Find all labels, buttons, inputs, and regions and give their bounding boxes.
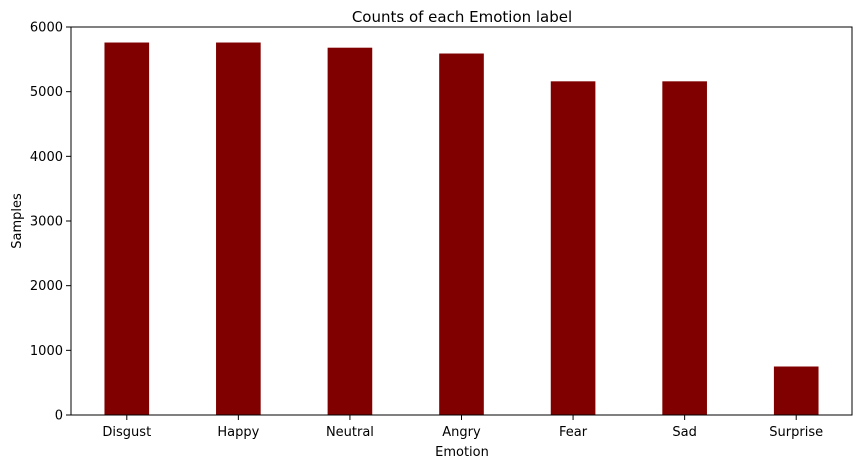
y-tick-label: 2000 (30, 279, 63, 294)
bar-series (104, 42, 819, 416)
y-tick-label: 0 (55, 409, 63, 424)
y-axis-ticks: 0 1000 2000 3000 4000 5000 6000 (30, 21, 71, 424)
y-tick-label: 4000 (30, 150, 63, 165)
y-tick-label: 1000 (30, 344, 63, 359)
x-tick-label: Sad (672, 425, 696, 440)
x-tick-label: Surprise (769, 425, 823, 440)
y-axis-label: Samples (10, 193, 25, 249)
x-tick-label: Fear (559, 425, 588, 440)
bar-sad (662, 81, 707, 415)
bar-happy (216, 42, 261, 416)
bar-neutral (327, 47, 373, 415)
x-tick-label: Disgust (102, 425, 151, 440)
x-tick-label: Angry (442, 425, 481, 440)
x-axis-label: Emotion (435, 445, 489, 460)
x-axis-ticks: Disgust Happy Neutral Angry Fear Sad Surprise (102, 415, 823, 440)
y-tick-label: 6000 (30, 21, 63, 36)
y-tick-label: 3000 (30, 215, 63, 230)
x-tick-label: Neutral (326, 425, 374, 440)
chart-title: Counts of each Emotion label (352, 8, 572, 26)
bar-surprise (773, 366, 819, 415)
bar-angry (439, 53, 484, 415)
x-tick-label: Happy (217, 425, 259, 440)
y-tick-label: 5000 (30, 85, 63, 100)
plot-frame (70, 26, 853, 416)
bar-disgust (104, 42, 150, 416)
bar-fear (550, 81, 596, 415)
